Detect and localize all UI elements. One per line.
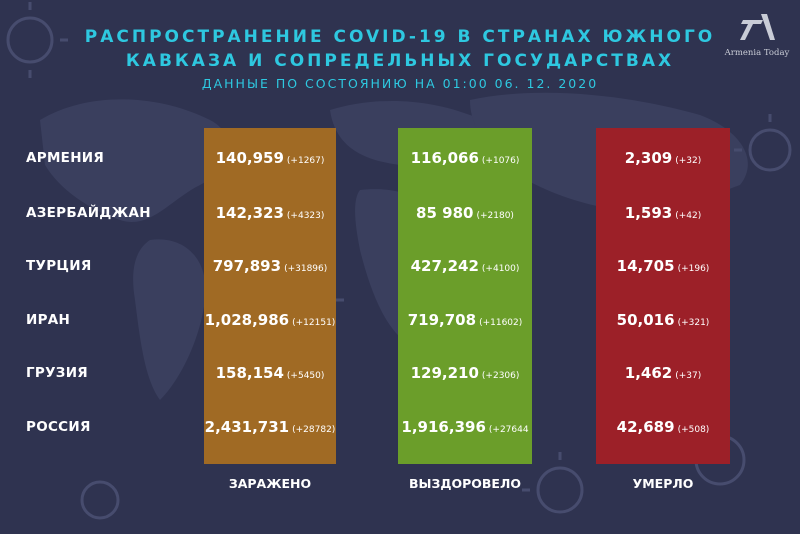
- recovered-change: (+11602): [479, 318, 523, 328]
- table-row: ИРАН 1,028,986 (+12151) 719,708 (+11602) 50,0…: [0, 307, 800, 333]
- deaths-change: (+508): [677, 425, 710, 435]
- infected-value: 1,028,986: [204, 311, 290, 329]
- recovered-value: 427,242: [410, 257, 479, 275]
- recovered-cell: 116,066 (+1076): [398, 145, 532, 174]
- infected-change: (+12151): [292, 318, 336, 328]
- deaths-cell: 50,016 (+321): [596, 307, 730, 336]
- table-row: АЗЕРБАЙДЖАН 142,323 (+4323) 85 980 (+2180) 1,…: [0, 200, 800, 226]
- recovered-cell: 427,242 (+4100): [398, 253, 532, 282]
- deaths-value: 14,705: [616, 257, 675, 275]
- infected-value: 797,893: [212, 257, 282, 275]
- infected-value: 2,431,731: [204, 418, 290, 436]
- recovered-value: 85 980: [416, 204, 474, 222]
- deaths-change: (+321): [677, 318, 710, 328]
- table-row: ГРУЗИЯ 158,154 (+5450) 129,210 (+2306) 1,462(…: [0, 360, 800, 386]
- deaths-change: (+32): [675, 156, 702, 166]
- deaths-value: 50,016: [616, 311, 675, 329]
- deaths-value: 42,689: [616, 418, 675, 436]
- recovered-change: (+27644: [488, 425, 529, 435]
- deaths-change: (+196): [677, 264, 710, 274]
- infected-cell: 1,028,986 (+12151): [204, 307, 336, 336]
- deaths-column-bg: [596, 128, 730, 464]
- title-line-1: РАСПРОСТРАНЕНИЕ COVID-19 В СТРАНАХ ЮЖНОГ…: [84, 27, 716, 47]
- recovered-cell: 129,210 (+2306): [398, 360, 532, 389]
- deaths-cell: 1,593 (+42): [596, 200, 730, 229]
- country-label: АЗЕРБАЙДЖАН: [26, 205, 151, 221]
- deaths-cell: 2,309 (+32): [596, 145, 730, 174]
- deaths-value: 1,462: [624, 364, 673, 382]
- deaths-change: (+42): [675, 211, 702, 221]
- country-label: ГРУЗИЯ: [26, 365, 88, 381]
- deaths-cell: 1,462 (+37): [596, 360, 730, 389]
- title-line-2: КАВКАЗА И СОПРЕДЕЛЬНЫХ ГОСУДАРСТВАХ: [125, 51, 675, 71]
- deaths-value: 1,593: [624, 204, 673, 222]
- infected-change: (+31896): [284, 264, 328, 274]
- recovered-column-bg: [398, 128, 532, 464]
- recovered-change: (+2306): [481, 371, 520, 381]
- table-row: АРМЕНИЯ 140,959 (+1267) 116,066 (+1076) 2,309…: [0, 145, 800, 171]
- deaths-column-label: УМЕРЛО: [632, 476, 694, 491]
- recovered-value: 1,916,396: [401, 418, 486, 436]
- recovered-value: 719,708: [407, 311, 477, 329]
- recovered-cell: 1,916,396 (+27644: [398, 414, 532, 443]
- deaths-cell: 42,689 (+508): [596, 414, 730, 443]
- country-label: ТУРЦИЯ: [26, 258, 92, 274]
- infected-cell: 140,959 (+1267): [204, 145, 336, 174]
- infected-cell: 158,154 (+5450): [204, 360, 336, 389]
- infected-value: 140,959: [215, 149, 284, 167]
- recovered-cell: 85 980 (+2180): [398, 200, 532, 229]
- recovered-value: 116,066: [410, 149, 479, 167]
- recovered-cell: 719,708 (+11602): [398, 307, 532, 336]
- table-row: РОССИЯ 2,431,731 (+28782) 1,916,396 (+27644 4…: [0, 414, 800, 440]
- logo-mark-icon: [740, 14, 775, 40]
- recovered-change: (+2180): [476, 211, 514, 221]
- recovered-change: (+1076): [481, 156, 520, 166]
- infected-change: (+28782): [292, 425, 336, 435]
- armenia-today-logo: Armenia Today: [722, 12, 792, 58]
- infected-value: 142,323: [215, 204, 284, 222]
- deaths-cell: 14,705 (+196): [596, 253, 730, 282]
- recovered-change: (+4100): [481, 264, 520, 274]
- deaths-change: (+37): [675, 371, 702, 381]
- subtitle: ДАННЫЕ ПО СОСТОЯНИЮ НА 01:00 06. 12. 202…: [201, 76, 599, 91]
- infected-cell: 797,893 (+31896): [204, 253, 336, 282]
- infected-change: (+5450): [286, 371, 325, 381]
- infected-value: 158,154: [215, 364, 284, 382]
- recovered-column-label: ВЫЗДОРОВЕЛО: [409, 476, 521, 491]
- country-label: АРМЕНИЯ: [26, 150, 105, 166]
- deaths-value: 2,309: [624, 149, 673, 167]
- infected-column-label: ЗАРАЖЕНО: [228, 476, 312, 491]
- table-row: ТУРЦИЯ 797,893 (+31896) 427,242 (+4100) 14,70…: [0, 253, 800, 279]
- infected-change: (+4323): [286, 211, 325, 221]
- country-label: РОССИЯ: [26, 419, 91, 435]
- logo-text: Armenia Today: [724, 48, 790, 58]
- recovered-value: 129,210: [410, 364, 479, 382]
- infected-cell: 142,323 (+4323): [204, 200, 336, 229]
- infected-cell: 2,431,731 (+28782): [204, 414, 336, 443]
- infected-column-bg: [204, 128, 336, 464]
- country-label: ИРАН: [26, 312, 71, 328]
- infected-change: (+1267): [286, 156, 325, 166]
